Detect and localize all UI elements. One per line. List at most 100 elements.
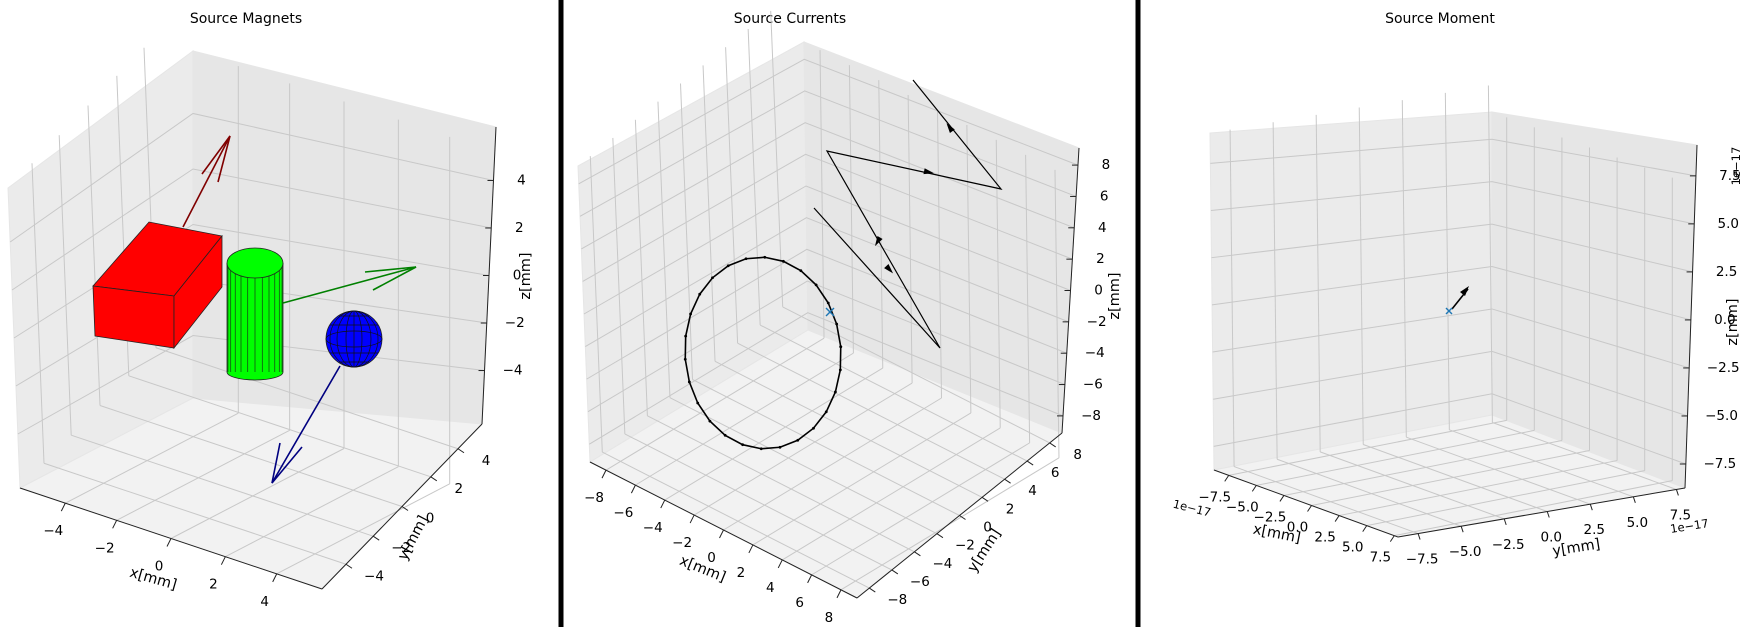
y-tick-mark [1675, 489, 1679, 496]
circular-current-vertex [835, 322, 839, 326]
x-tick-mark [1307, 505, 1312, 512]
y-tick-label: 7.5 [1670, 507, 1691, 523]
grid-line [966, 124, 972, 413]
grid-line [9, 112, 494, 243]
z-tick-label: 0.0 [1714, 312, 1735, 328]
pane-back-left [1209, 111, 1493, 471]
x-tick-label: −2.5 [1254, 509, 1287, 525]
cylinder-magnet [226, 247, 284, 381]
y-tick-label: −2 [391, 540, 411, 556]
circular-current-vertex [759, 447, 763, 451]
x-tick-mark [1389, 535, 1395, 542]
grid-line [693, 382, 913, 516]
grid-line [624, 433, 893, 571]
z-tick-label: 2.5 [1716, 264, 1737, 280]
circular-current-vertex [687, 380, 691, 384]
grid-line [752, 412, 972, 546]
y-tick-mark [1026, 460, 1034, 466]
y-tick-label: −6 [910, 574, 930, 590]
x-tick-label: 2 [737, 565, 746, 581]
grid-line [155, 347, 459, 450]
x-tick-label: 0 [155, 559, 164, 575]
grid-line [586, 248, 1067, 380]
grid-line [680, 83, 693, 380]
x-tick-mark [1334, 515, 1340, 522]
grid-line [1025, 154, 1031, 443]
current-arrowhead [884, 264, 894, 274]
grid-line [937, 109, 942, 399]
circular-current-vertex [814, 283, 818, 287]
x-tick-mark [660, 499, 666, 509]
circular-current-vertex [683, 357, 687, 361]
grid-line [612, 137, 626, 434]
grid-line [840, 457, 1060, 591]
sphere-magnet [325, 310, 383, 368]
x-tick-label: −4 [43, 523, 63, 539]
y-tick-label: 5.0 [1627, 515, 1648, 531]
circular-current-vertex [726, 264, 730, 268]
current-arrowhead [923, 168, 934, 175]
circular-current-vertex [708, 419, 712, 423]
circular-current-vertex [744, 257, 748, 261]
y-tick-label: 2.5 [1584, 522, 1605, 538]
z-tick-label: −7.5 [1703, 456, 1736, 472]
x-tick-mark [60, 502, 66, 512]
grid-line [878, 80, 884, 369]
grid-line [1492, 422, 1677, 490]
x-tick-mark [220, 556, 226, 565]
y-tick-mark [1049, 442, 1056, 448]
grid-line [1211, 223, 1693, 273]
x-tick-label: 7.5 [1370, 550, 1391, 566]
grid-line [782, 306, 1050, 444]
grid-line [723, 397, 942, 531]
panel-title: Source Currents [734, 11, 846, 27]
y-tick-label: −2.5 [1492, 537, 1525, 553]
origin-marker [825, 307, 835, 317]
panel-title: Source Moment [1385, 11, 1495, 27]
grid-line [635, 352, 854, 486]
grid-line [737, 342, 1005, 480]
grid-line [848, 65, 854, 354]
x-tick-label: 5.0 [1342, 540, 1363, 556]
circular-current-vertex [723, 433, 727, 437]
grid-line [692, 379, 960, 516]
grid-line [1212, 308, 1690, 369]
circular-current-vertex [781, 259, 785, 263]
grid-line [1449, 429, 1634, 498]
grid-line [1210, 138, 1697, 177]
panel-source-currents: Source Currents −8−6−4−202468−8−6−4−2024… [577, 10, 1123, 626]
y-tick-mark [457, 448, 465, 454]
dipole-moment-arrow [1451, 286, 1469, 310]
grid-line [128, 375, 431, 478]
grid-line [58, 135, 72, 436]
y-axis-label: y[mm] [1551, 536, 1601, 559]
circular-current-vertex [824, 410, 828, 414]
y-tick-mark [345, 563, 353, 569]
grid-line [31, 163, 45, 464]
y-tick-mark [1503, 518, 1507, 526]
grid-line [1213, 350, 1688, 417]
axes: −4 −2 0 2 4 −4 −2 0 2 4 4 2 0 −2 −4 [19, 126, 526, 610]
x-tick-mark [630, 484, 636, 494]
grid-line [1320, 451, 1505, 520]
x-tick-label: −2 [95, 540, 115, 556]
current-arrowhead [874, 236, 883, 247]
y-tick-mark [401, 506, 409, 511]
z-tick-label: −2 [1087, 314, 1107, 330]
grid-line [1366, 470, 1645, 527]
grid-line [87, 105, 101, 406]
y-tick-label: −2 [955, 538, 975, 554]
grid-line [589, 156, 603, 453]
sphere-magnetization-arrow [271, 365, 341, 484]
grid-line [819, 50, 825, 339]
z-tick-label: 5.0 [1717, 216, 1738, 232]
origin-marker [1445, 307, 1453, 315]
grid-line [759, 324, 1028, 462]
grid-line [1276, 458, 1462, 527]
z-axis-label: z[mm] [518, 252, 534, 299]
y-tick-mark [891, 569, 899, 575]
z-tick-label: 7.5 [1719, 168, 1740, 184]
z-tick-label: 8 [1102, 157, 1111, 173]
x-tick-label: −5.0 [1226, 499, 1259, 515]
